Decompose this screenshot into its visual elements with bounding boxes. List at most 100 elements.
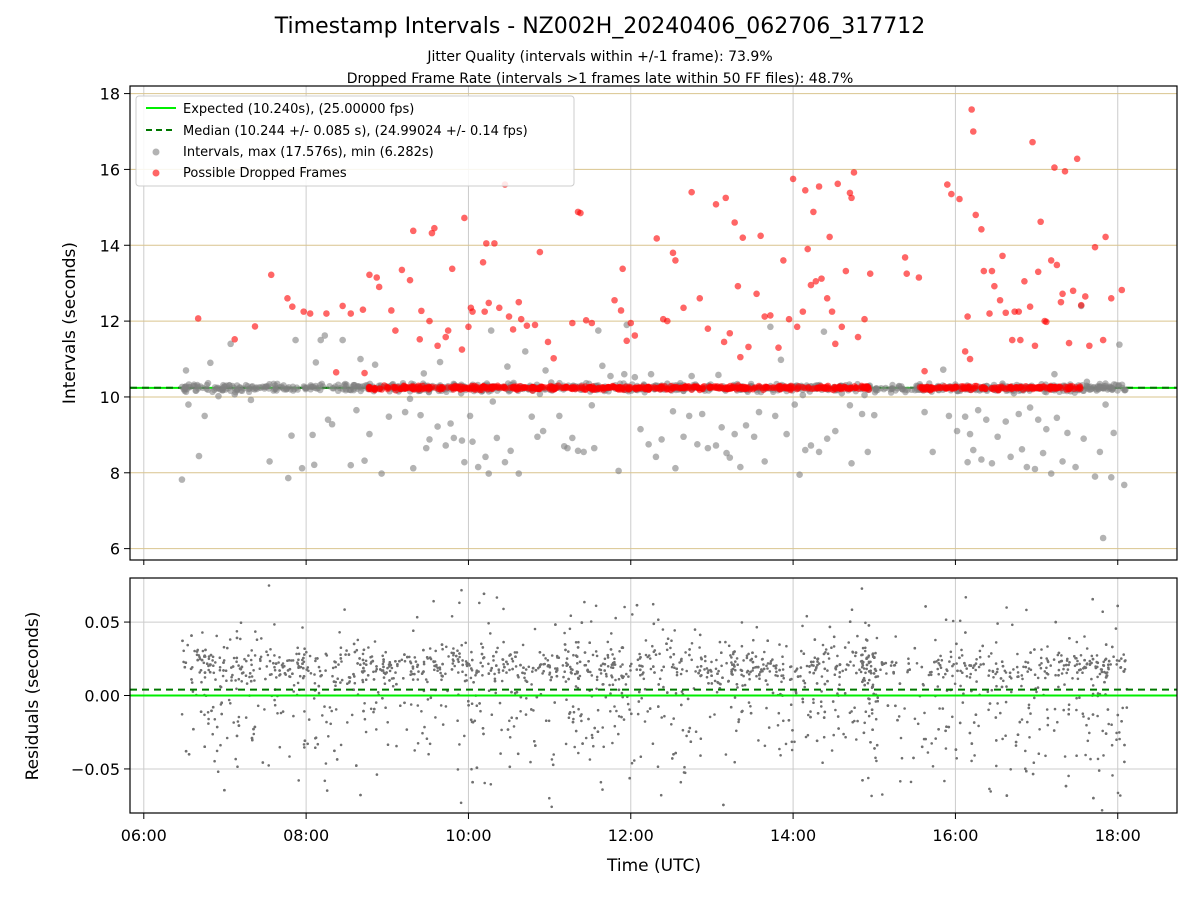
residual-point xyxy=(1090,677,1093,681)
residual-point xyxy=(908,668,911,671)
residual-point xyxy=(832,645,836,648)
residual-point xyxy=(652,622,656,626)
residual-point xyxy=(762,667,766,671)
residual-point xyxy=(869,671,873,675)
residual-point xyxy=(955,662,958,665)
dropped-frame-point xyxy=(505,313,513,320)
residual-point xyxy=(943,779,946,783)
residual-point xyxy=(858,668,861,671)
residual-point xyxy=(670,639,673,642)
residual-point xyxy=(916,722,920,726)
residual-point xyxy=(388,661,392,664)
dropped-frame-point xyxy=(937,384,944,392)
residual-point xyxy=(864,671,867,675)
residual-point xyxy=(596,708,600,712)
residual-point xyxy=(1118,659,1121,663)
residual-point xyxy=(352,688,356,691)
residual-point xyxy=(898,682,902,685)
residual-point xyxy=(782,676,785,680)
interval-point xyxy=(181,384,189,392)
dropped-frame-point xyxy=(680,304,687,312)
residual-point xyxy=(874,651,877,655)
residual-point xyxy=(688,648,691,651)
residual-point xyxy=(675,673,679,677)
interval-point xyxy=(312,359,320,366)
residual-point xyxy=(1017,675,1020,678)
residual-point xyxy=(207,655,211,658)
residual-point xyxy=(960,648,963,652)
dropped-frame-point xyxy=(743,384,750,392)
residual-point xyxy=(480,652,484,656)
residual-point xyxy=(565,657,569,660)
interval-point xyxy=(669,408,677,415)
residual-point xyxy=(1067,774,1070,778)
residual-point xyxy=(975,680,978,683)
residual-point xyxy=(1056,720,1059,724)
residual-point xyxy=(906,670,909,674)
residual-point xyxy=(749,711,753,715)
dropped-frame-point xyxy=(458,346,466,353)
interval-point xyxy=(832,427,839,435)
residual-point xyxy=(413,749,417,752)
residual-point xyxy=(302,666,305,670)
dropped-frame-point xyxy=(481,308,488,315)
residual-point xyxy=(222,661,225,664)
residual-point xyxy=(1116,791,1120,795)
residual-point xyxy=(1115,659,1119,662)
residual-point xyxy=(735,729,738,733)
residual-point xyxy=(1104,657,1108,661)
dropped-frame-point xyxy=(739,234,747,241)
residual-point xyxy=(240,672,244,675)
dropped-frame-point xyxy=(753,290,760,298)
dropped-frame-point xyxy=(658,385,665,392)
interval-point xyxy=(302,386,309,393)
residual-point xyxy=(790,748,794,752)
residual-point xyxy=(974,662,978,665)
residual-point xyxy=(200,658,204,662)
residual-point xyxy=(689,740,693,743)
residual-point xyxy=(313,673,316,676)
residual-point xyxy=(521,643,525,647)
residual-point xyxy=(565,661,568,665)
residual-point xyxy=(434,649,438,653)
residual-point xyxy=(703,655,707,658)
residual-point xyxy=(1086,739,1090,743)
interval-point xyxy=(688,372,695,380)
residual-point xyxy=(223,788,226,792)
top-y-tick-label: 10 xyxy=(100,388,120,407)
residual-point xyxy=(361,658,365,662)
residual-point xyxy=(1018,720,1022,724)
residual-point xyxy=(265,665,269,668)
residual-point xyxy=(951,619,955,623)
residual-point xyxy=(267,764,271,767)
residual-point xyxy=(318,669,322,673)
residual-point xyxy=(334,684,337,687)
residual-point xyxy=(598,668,601,671)
interval-point xyxy=(1002,418,1010,425)
residual-point xyxy=(630,712,633,716)
residual-point xyxy=(490,713,494,716)
residual-point xyxy=(207,722,210,725)
residual-point xyxy=(838,683,841,686)
residual-point xyxy=(519,710,522,713)
residual-point xyxy=(362,648,366,652)
interval-point xyxy=(341,380,349,388)
interval-point xyxy=(620,370,628,378)
dropped-frame-point xyxy=(469,308,476,315)
top-y-tick-label: 6 xyxy=(110,540,120,559)
residual-point xyxy=(408,655,411,659)
residual-point xyxy=(835,664,839,668)
residual-point xyxy=(203,745,206,748)
residual-point xyxy=(1115,731,1118,735)
residual-point xyxy=(782,719,785,723)
residual-point xyxy=(592,744,595,748)
residual-point xyxy=(541,672,544,675)
residual-point xyxy=(252,669,255,672)
residual-point xyxy=(208,670,212,674)
interval-point xyxy=(799,391,807,399)
residual-point xyxy=(977,724,980,728)
dropped-frame-point xyxy=(619,265,626,273)
residual-point xyxy=(505,660,508,664)
interval-point xyxy=(698,410,706,418)
residual-point xyxy=(929,673,933,677)
